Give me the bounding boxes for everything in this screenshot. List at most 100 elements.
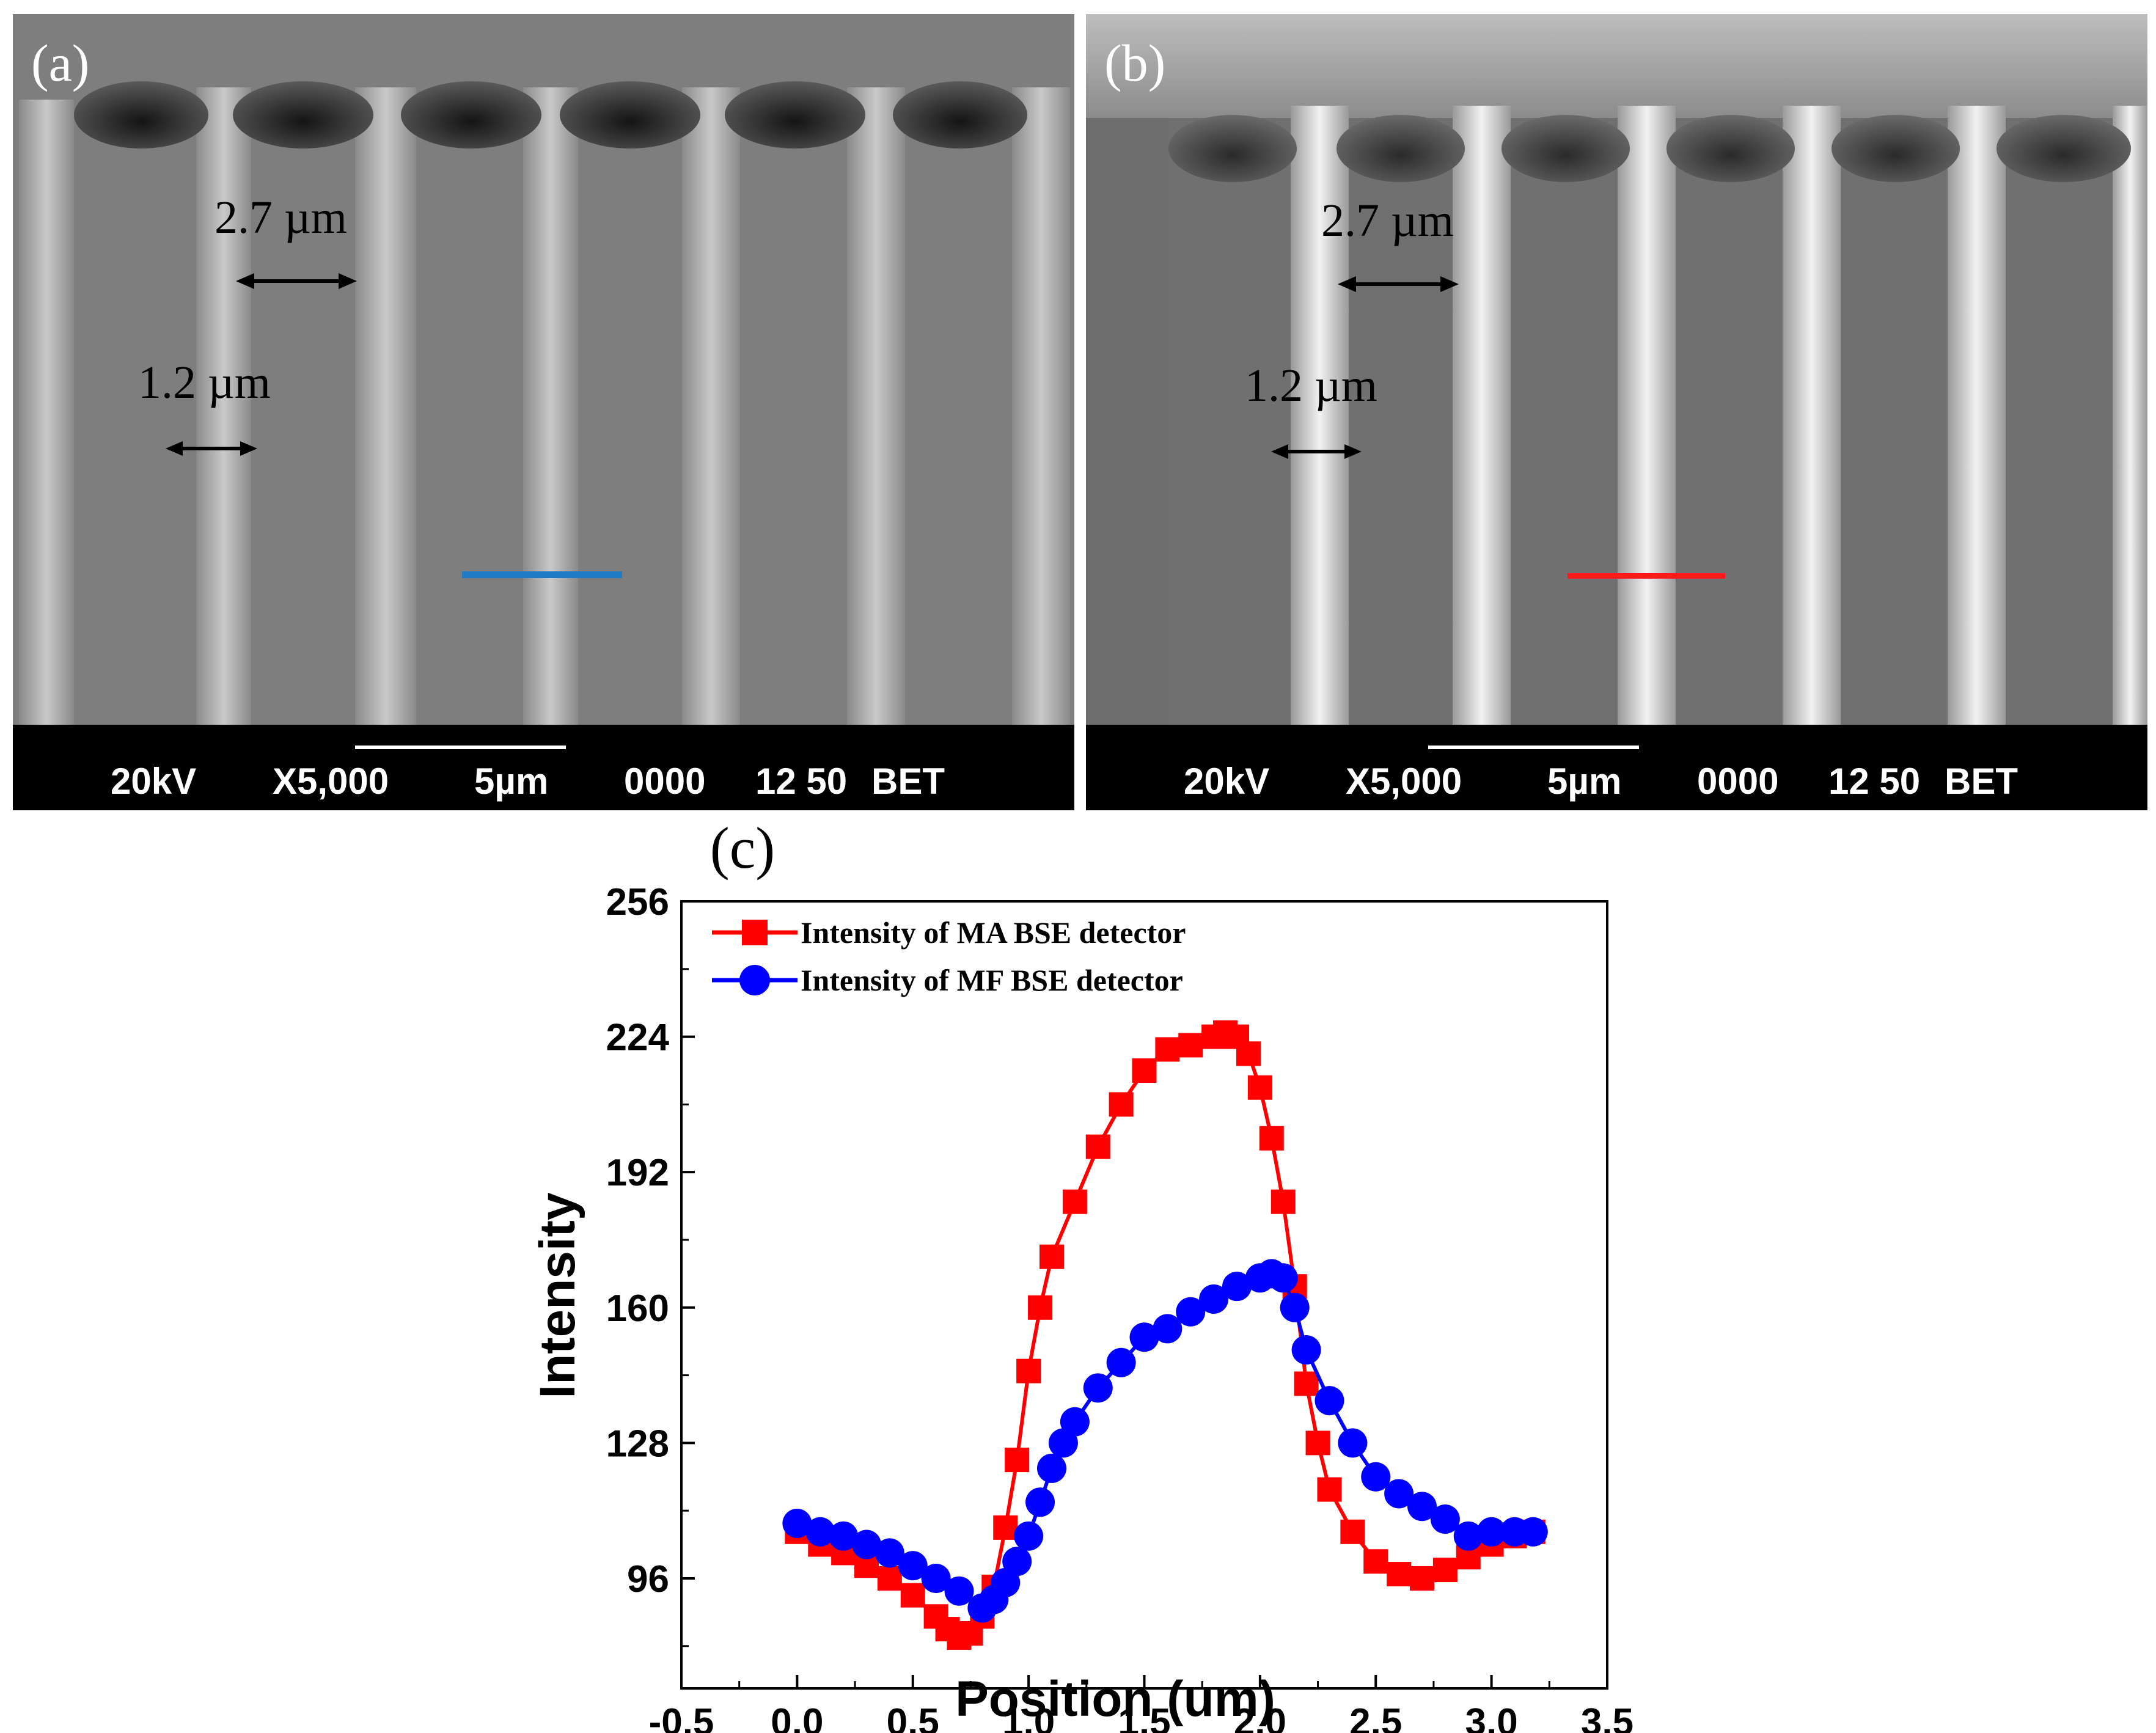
info-voltage-a: 20kV (111, 761, 197, 802)
sem-panel-a: (a) 2.7 µm 1.2 µm 20kV X5,000 5µm 0000 1… (13, 14, 1074, 810)
x-tick-label: 3.0 (1465, 1701, 1518, 1733)
data-point-ma (1155, 1037, 1180, 1062)
data-point-mf (805, 1517, 835, 1547)
data-point-ma (1040, 1244, 1064, 1269)
data-point-mf (1002, 1547, 1032, 1577)
data-point-ma (1305, 1431, 1330, 1456)
data-point-mf (875, 1538, 904, 1568)
data-point-ma (1062, 1189, 1087, 1214)
measurement-small-a: 1.2 µm (138, 357, 271, 408)
y-tick-label: 192 (606, 1152, 669, 1194)
arrow-small-a (166, 441, 257, 456)
data-point-mf (1014, 1521, 1044, 1551)
sem-stripes-b (1291, 106, 2147, 732)
data-point-ma (1178, 1033, 1203, 1058)
y-axis-label: Intensity (530, 1192, 585, 1399)
data-point-ma (1363, 1549, 1388, 1574)
sem-caps-a (74, 81, 1027, 148)
data-point-ma (993, 1515, 1018, 1540)
data-point-mf (1430, 1504, 1460, 1534)
data-point-mf (1106, 1347, 1136, 1377)
data-point-ma (1270, 1189, 1296, 1214)
data-point-ma (1016, 1358, 1041, 1383)
info-wd-a: 12 50 (755, 761, 848, 802)
info-magnification-a: X5,000 (273, 761, 389, 802)
y-tick-label: 128 (606, 1423, 669, 1465)
data-point-ma (1132, 1058, 1157, 1083)
sem-image-b (1086, 14, 2147, 810)
data-point-mf (1199, 1284, 1229, 1314)
arrow-small-b (1271, 444, 1362, 459)
data-point-mf (1176, 1297, 1206, 1327)
data-point-mf (1222, 1272, 1252, 1302)
data-point-mf (921, 1563, 951, 1593)
x-tick-label: 0.5 (887, 1701, 939, 1733)
scale-bar-b (1428, 746, 1639, 749)
data-point-ma (1028, 1295, 1053, 1320)
chart-legend: Intensity of MA BSE detector Intensity o… (712, 915, 1186, 997)
legend-marker-ma (742, 920, 768, 945)
panel-label-b: (b) (1104, 34, 1166, 92)
info-mode-b: BET (1945, 761, 2018, 802)
data-point-mf (1280, 1292, 1310, 1322)
line-scan-marker-a (462, 571, 622, 578)
data-point-mf (1060, 1407, 1090, 1437)
info-scale-a: 5µm (474, 761, 549, 802)
data-point-mf (852, 1530, 881, 1559)
measurement-large-a: 2.7 µm (215, 192, 347, 243)
scale-bar-a (355, 746, 566, 749)
data-point-mf (1361, 1462, 1391, 1492)
measurement-small-b: 1.2 µm (1245, 360, 1377, 411)
info-voltage-b: 20kV (1184, 761, 1270, 802)
y-tick-label: 96 (627, 1558, 669, 1600)
sem-caps-b (1168, 115, 2131, 182)
data-point-ma (1294, 1371, 1319, 1396)
sem-panel-b: (b) 2.7 µm 1.2 µm 20kV X5,000 5µm 0000 1… (1086, 14, 2147, 810)
data-point-ma (1317, 1477, 1342, 1502)
sem-image-a (13, 14, 1074, 810)
data-point-ma (1410, 1566, 1434, 1591)
x-tick-label: -0.5 (649, 1701, 714, 1733)
data-point-mf (1037, 1453, 1066, 1483)
data-point-mf (1083, 1373, 1113, 1403)
info-code-b: 0000 (1697, 761, 1779, 802)
data-point-ma (900, 1583, 925, 1608)
sem-info-bar-a: 20kV X5,000 5µm 0000 12 50 BET (13, 725, 1074, 810)
arrow-large-a (236, 273, 357, 289)
data-point-ma (1247, 1075, 1272, 1100)
data-point-mf (782, 1508, 812, 1538)
info-code-a: 0000 (624, 761, 706, 802)
data-point-mf (829, 1521, 859, 1551)
data-point-mf (1314, 1386, 1344, 1416)
plot-frame (680, 900, 1608, 1690)
data-point-mf (1338, 1428, 1368, 1458)
info-magnification-b: X5,000 (1346, 761, 1462, 802)
data-point-mf (1453, 1521, 1483, 1551)
data-point-mf (1407, 1492, 1437, 1522)
legend-label-mf: Intensity of MF BSE detector (801, 963, 1183, 997)
info-mode-a: BET (871, 761, 945, 802)
data-point-ma (1236, 1041, 1261, 1066)
x-tick-label: 2.5 (1349, 1701, 1402, 1733)
panel-label-a: (a) (31, 34, 90, 92)
measurement-large-b: 2.7 µm (1321, 195, 1454, 246)
intensity-chart: (c) -0.5 0.0 0.5 1.0 1.5 2.0 2.5 3.0 3.5 96 128 160… (530, 815, 1634, 1733)
data-point-mf (1518, 1517, 1548, 1547)
x-tick-label: 2.0 (1234, 1701, 1286, 1733)
data-point-mf (1268, 1263, 1298, 1293)
arrow-large-b (1338, 276, 1459, 292)
y-tick-label: 256 (606, 881, 669, 923)
sem-stripes-a (19, 87, 1070, 729)
y-tick-label: 160 (606, 1288, 669, 1330)
x-tick-label: 0.0 (771, 1701, 823, 1733)
data-point-mf (1153, 1314, 1182, 1344)
sem-columns-b (1168, 121, 2131, 732)
data-point-ma (1005, 1448, 1030, 1473)
chart-panel-label: (c) (710, 815, 776, 881)
x-axis-label: Position (um) (955, 1671, 1275, 1727)
data-point-mf (1476, 1517, 1506, 1547)
data-point-ma (1259, 1126, 1284, 1151)
sem-info-bar-b: 20kV X5,000 5µm 0000 12 50 BET (1086, 725, 2147, 810)
data-point-ma (1432, 1558, 1458, 1583)
data-point-mf (1129, 1322, 1159, 1352)
